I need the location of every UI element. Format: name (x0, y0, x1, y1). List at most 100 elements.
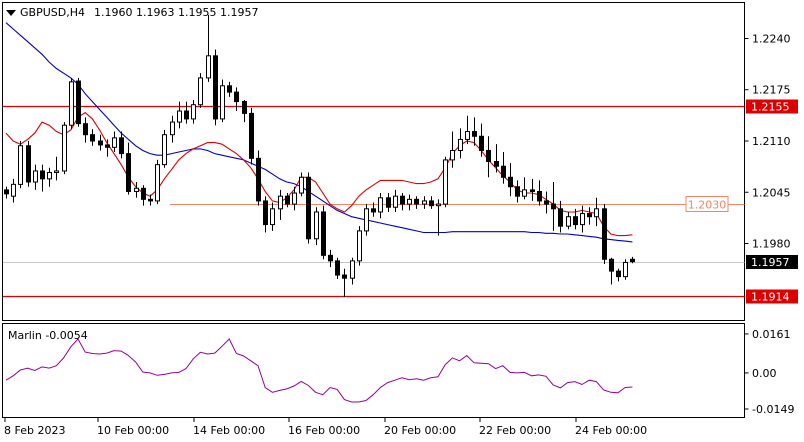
candle-body (263, 200, 268, 226)
candle (119, 131, 124, 159)
candle-body (98, 140, 103, 146)
candle (242, 99, 247, 123)
candle (436, 199, 441, 236)
candle-body (335, 260, 340, 276)
candle-body (234, 91, 239, 103)
symbol-dropdown-icon[interactable] (6, 10, 16, 16)
candle (422, 196, 427, 209)
candle-body (558, 208, 563, 227)
candle-body (191, 104, 196, 120)
candle-body (285, 195, 290, 205)
candle (292, 186, 297, 211)
level-tag-box-1.2030 (685, 196, 729, 212)
candle-body (422, 200, 427, 205)
candle-body (155, 164, 160, 202)
y-tick-label: 1.1980 (752, 238, 791, 251)
candle-body (162, 134, 167, 166)
x-tick-label: 22 Feb 00:00 (479, 424, 551, 437)
candle-body (321, 211, 326, 256)
candle-body (371, 208, 376, 213)
candle-body (227, 85, 232, 93)
candle-body (206, 55, 211, 79)
candle-body (566, 216, 571, 227)
candle (285, 193, 290, 208)
osc-y-tick-label: 0.0161 (752, 328, 791, 341)
candle (249, 107, 254, 165)
candle-body (587, 213, 592, 218)
candle-body (148, 198, 153, 202)
x-tick-label: 8 Feb 2023 (4, 424, 65, 437)
candle (299, 172, 304, 197)
candle (566, 211, 571, 230)
current-price-label: 1.1957 (751, 256, 790, 269)
candle (105, 139, 110, 157)
candle-body (450, 149, 455, 161)
candle (458, 128, 463, 159)
candle-body (551, 203, 556, 210)
osc-y-tick-label: -0.0149 (752, 403, 794, 416)
candle-body (602, 208, 607, 260)
candle (234, 87, 239, 112)
candle (371, 202, 376, 217)
candle (270, 202, 275, 231)
candle-body (278, 195, 283, 210)
candles (4, 14, 635, 298)
symbol-label: GBPUSD,H4 (20, 6, 85, 19)
candle (184, 101, 189, 124)
candle-body (62, 124, 67, 172)
candle-body (609, 258, 614, 272)
main-panel-frame (2, 2, 745, 321)
candle (342, 268, 347, 298)
candle-body (400, 195, 405, 205)
y-tick-label: 1.2240 (752, 32, 791, 45)
candle-body (515, 186, 520, 197)
candle-body (479, 135, 484, 151)
candle-body (458, 138, 463, 151)
candle (537, 180, 542, 206)
candle-body (220, 85, 225, 120)
candle-body (414, 198, 419, 205)
candle-body (90, 134, 95, 142)
candle (486, 136, 491, 178)
candle-body (378, 197, 383, 213)
candle (594, 197, 599, 227)
candle-body (292, 192, 297, 205)
candle (472, 117, 477, 146)
candle-body (26, 145, 31, 183)
candle (141, 185, 146, 206)
candle (558, 200, 563, 233)
x-tick-label: 14 Feb 00:00 (193, 424, 265, 437)
candle-body (213, 55, 218, 120)
candle-body (314, 211, 319, 240)
candle (4, 186, 9, 199)
candle (328, 249, 333, 268)
candle (83, 117, 88, 143)
marlin-line (5, 338, 633, 403)
candle (191, 99, 196, 124)
ohlc-values: 1.1960 1.1963 1.1955 1.1957 (94, 6, 258, 19)
candle-body (18, 145, 23, 185)
candle (213, 49, 218, 126)
candle (551, 182, 556, 231)
candle-body (11, 183, 16, 197)
candle (573, 208, 578, 230)
candle-body (184, 110, 189, 120)
candle (126, 142, 131, 195)
candle-body (537, 190, 542, 202)
candle (98, 134, 103, 151)
candle-body (630, 258, 635, 263)
candle-body (112, 137, 117, 148)
candle-body (443, 159, 448, 205)
candle (479, 123, 484, 157)
candle (429, 196, 434, 209)
x-tick-label: 16 Feb 00:00 (288, 424, 360, 437)
candle-body (530, 189, 535, 192)
candle (335, 257, 340, 279)
candle-body (47, 172, 52, 180)
x-tick-label: 24 Feb 00:00 (575, 424, 647, 437)
candle (400, 193, 405, 211)
candle (220, 79, 225, 123)
candle (450, 131, 455, 168)
candle-body (357, 230, 362, 262)
